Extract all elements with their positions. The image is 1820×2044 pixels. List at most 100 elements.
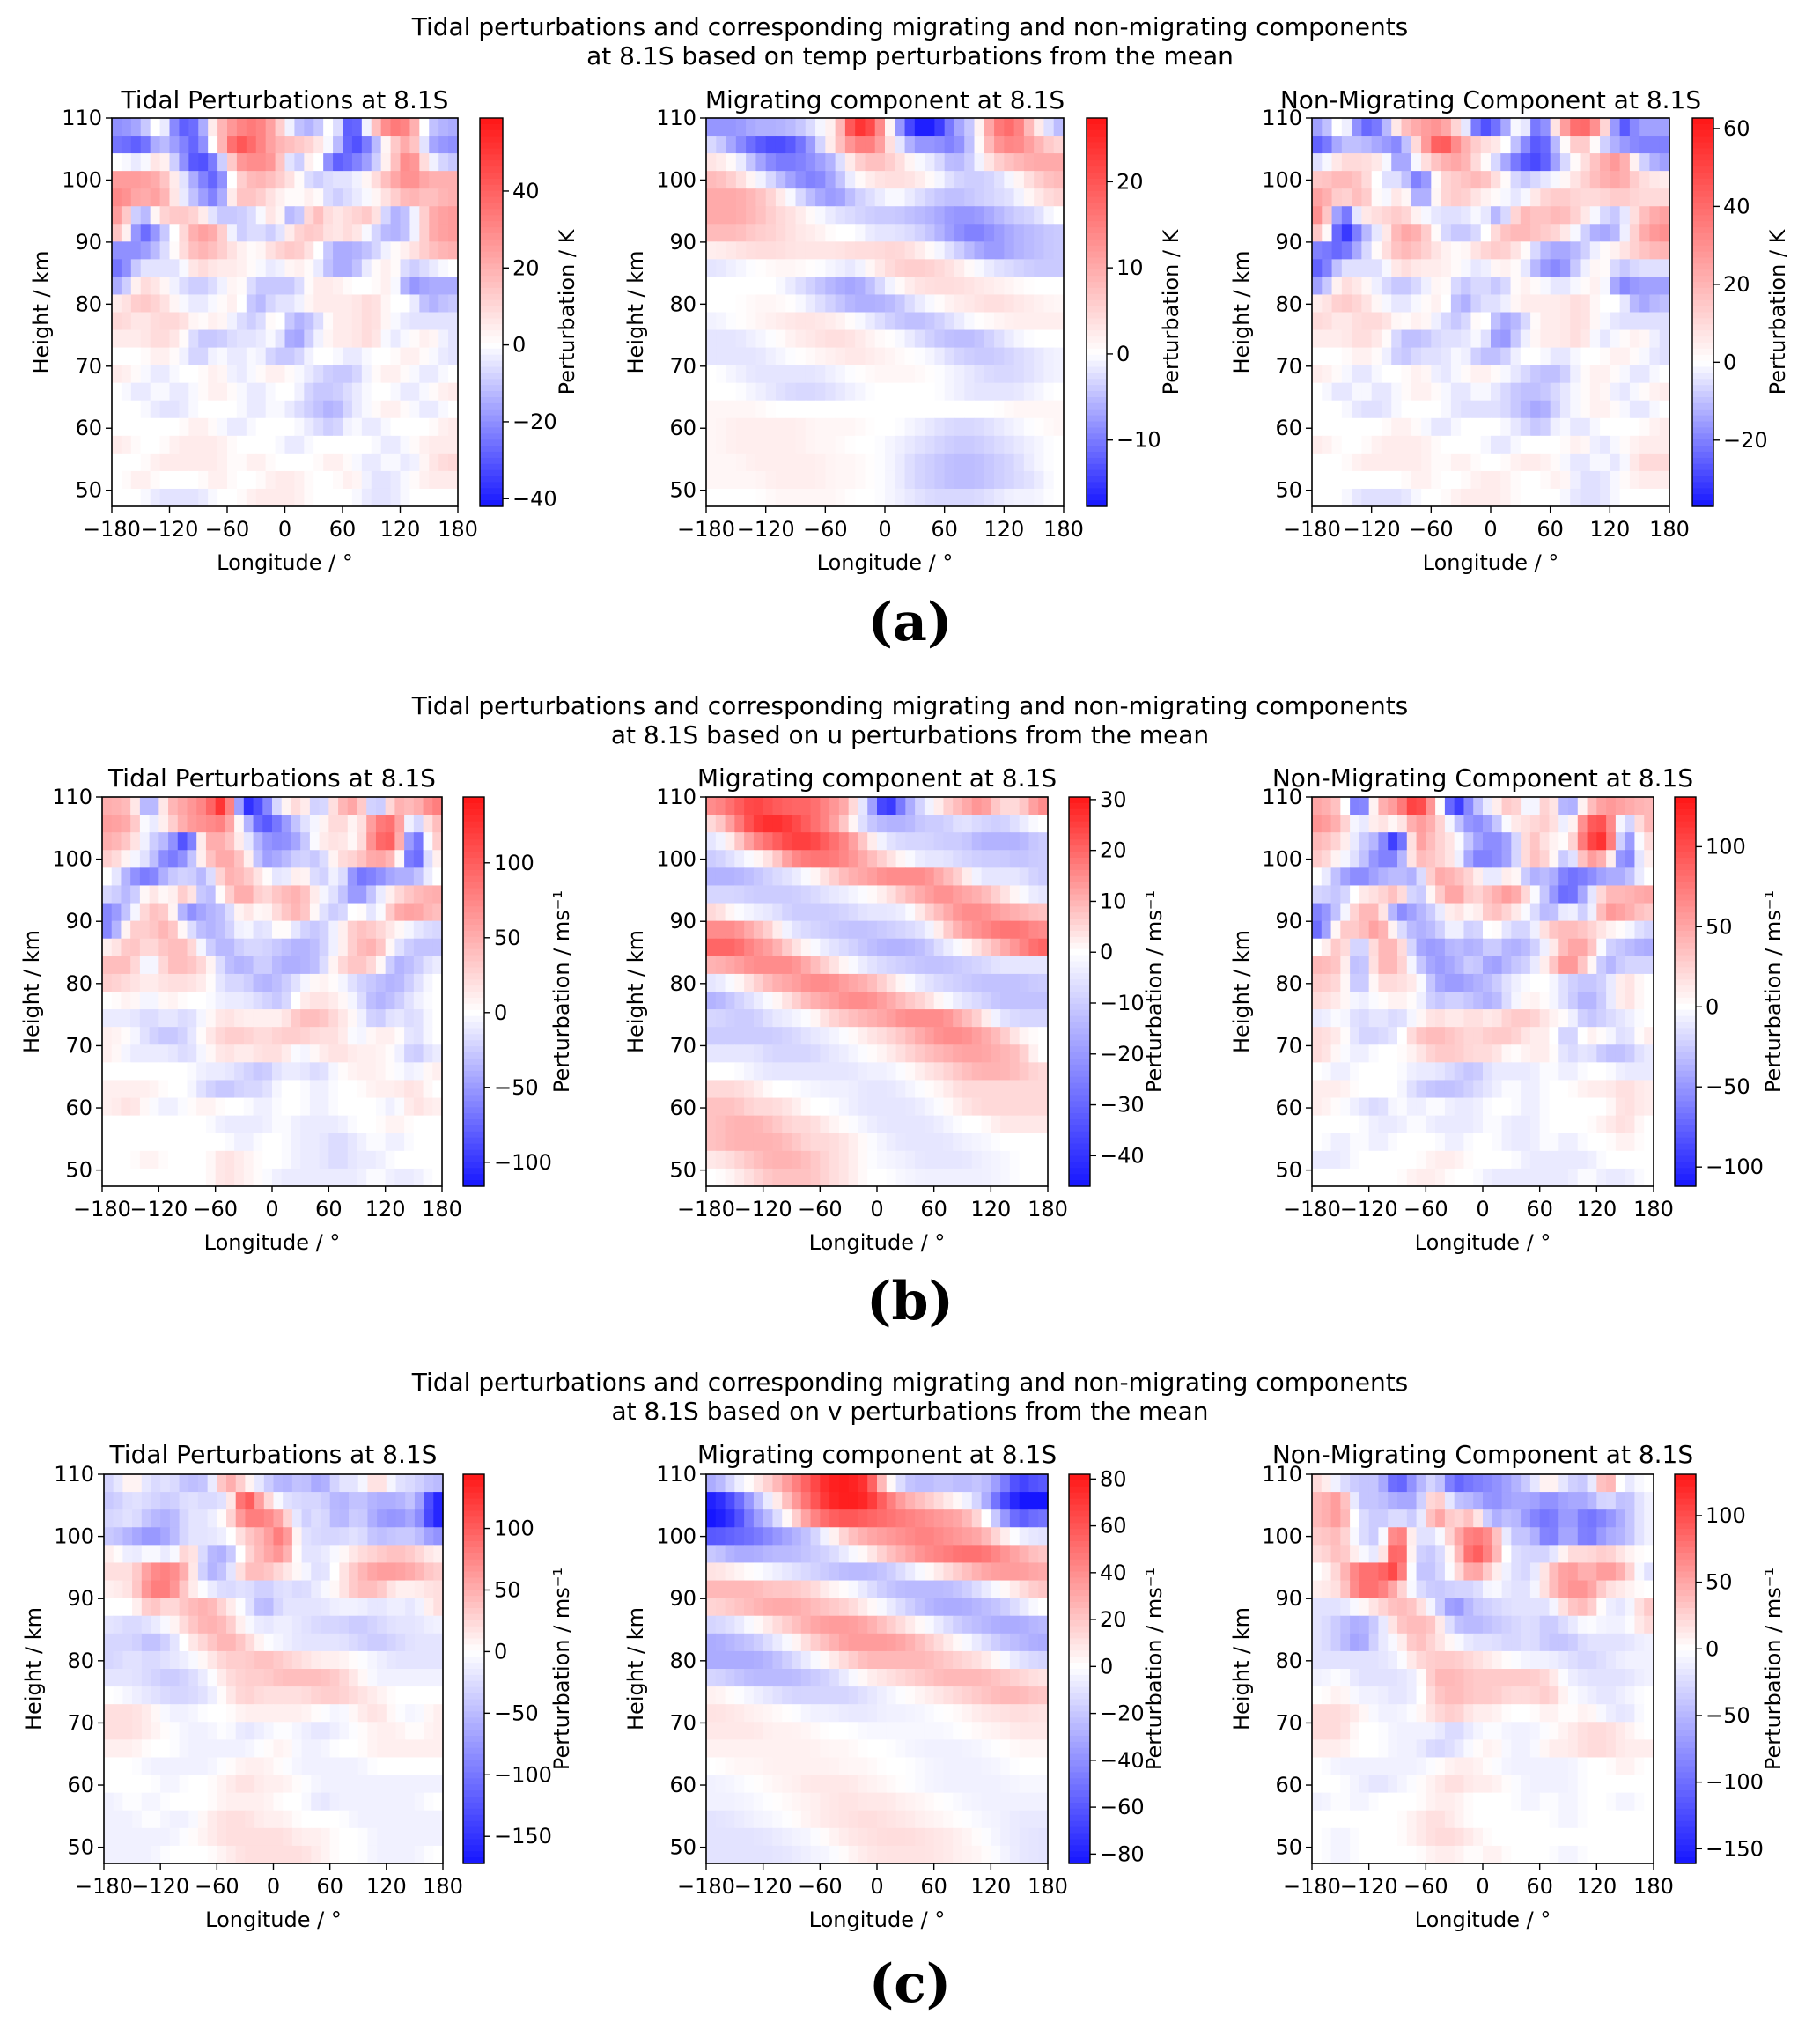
heatmap-cell [1463, 992, 1474, 1010]
heatmap-cell [313, 171, 324, 189]
heatmap-cell [785, 206, 797, 225]
colorbar-swatch [1069, 930, 1090, 938]
heatmap-cell [1615, 973, 1626, 992]
heatmap-cell [734, 797, 745, 815]
heatmap-cell [1411, 312, 1422, 331]
heatmap-cell [1322, 312, 1333, 331]
heatmap-cell [140, 488, 151, 507]
heatmap-cell [1570, 259, 1581, 278]
heatmap-cell [954, 259, 965, 278]
heatmap-cell [1473, 815, 1484, 833]
heatmap-cell [309, 1115, 321, 1134]
colorbar-swatch [1069, 912, 1090, 919]
heatmap-cell [1559, 118, 1571, 137]
heatmap-cell [313, 277, 324, 296]
heatmap-cell [924, 1150, 935, 1170]
heatmap-cell [284, 453, 296, 472]
heatmap-cell [1491, 435, 1501, 454]
heatmap-cell [323, 118, 334, 137]
heatmap-cell [933, 867, 945, 887]
heatmap-cell [1511, 885, 1522, 904]
heatmap-cell [361, 224, 372, 242]
heatmap-cell [177, 885, 188, 904]
heatmap-cell [1625, 920, 1636, 940]
heatmap-cell [943, 1027, 954, 1045]
heatmap-cell [139, 1009, 151, 1028]
colorbar-swatch [463, 821, 484, 829]
heatmap-cell [726, 435, 737, 454]
heatmap-cell [284, 171, 296, 189]
heatmap-cell [255, 241, 267, 260]
heatmap-cell [338, 992, 349, 1010]
heatmap-cell [111, 992, 122, 1010]
heatmap-cell [177, 1009, 188, 1028]
heatmap-cell [1406, 938, 1418, 957]
heatmap-cell [1371, 294, 1382, 314]
section-label-a: (a) [867, 592, 953, 653]
heatmap-cell [432, 815, 443, 833]
heatmap-cell [404, 1168, 415, 1187]
heatmap-cell [1625, 938, 1636, 957]
heatmap-cell [1009, 1080, 1021, 1099]
heatmap-cell [404, 973, 415, 992]
heatmap-cell [1644, 973, 1654, 992]
heatmap-cell [772, 1027, 783, 1045]
heatmap-cell [121, 1150, 131, 1170]
heatmap-cell [1340, 850, 1351, 868]
heatmap-cell [1371, 347, 1382, 366]
heatmap-cell [925, 312, 935, 331]
heatmap-cell [991, 920, 1001, 940]
heatmap-cell [1381, 312, 1392, 331]
heatmap-cell [706, 797, 717, 815]
heatmap-cell [215, 832, 225, 851]
heatmap-cell [409, 171, 420, 189]
heatmap-cell [371, 277, 382, 296]
heatmap-cell [432, 903, 443, 922]
colorbar-swatch [1069, 1119, 1090, 1126]
heatmap-cell [1019, 1168, 1030, 1187]
heatmap-cell [848, 850, 859, 868]
x-axis-label: Longitude / ° [817, 550, 954, 575]
heatmap-cell [855, 347, 866, 366]
heatmap-cell [964, 136, 976, 154]
heatmap-cell [208, 136, 218, 154]
heatmap-cell [300, 1062, 311, 1081]
heatmap-cell [1570, 224, 1581, 242]
heatmap-cell [772, 920, 783, 940]
heatmap-cell [304, 294, 314, 314]
heatmap-cell [825, 136, 836, 154]
heatmap-cell [1589, 118, 1601, 137]
heatmap-cell [1577, 832, 1588, 851]
colorbar-swatch [463, 961, 484, 968]
heatmap-cell [168, 1027, 179, 1045]
heatmap-cell [390, 294, 402, 314]
heatmap-cell [1483, 920, 1493, 940]
heatmap-cell [284, 153, 296, 172]
heatmap-cell [112, 417, 122, 437]
heatmap-cell [746, 153, 756, 172]
heatmap-cell [991, 1097, 1001, 1117]
heatmap-cell [785, 435, 797, 454]
heatmap-cell [874, 259, 886, 278]
heatmap-cell [1529, 920, 1541, 940]
heatmap-cell [121, 903, 131, 922]
heatmap-cell [755, 224, 767, 242]
colorbar-swatch [1087, 500, 1107, 507]
heatmap-cell [139, 1044, 151, 1063]
heatmap-cell [1023, 171, 1035, 189]
heatmap-cell [1312, 815, 1323, 833]
colorbar-tick-label: 0 [512, 333, 526, 358]
subplot-title: Non-Migrating Component at 8.1S [1280, 85, 1701, 114]
x-tick-label: 180 [1028, 1197, 1068, 1221]
heatmap-cell [706, 956, 717, 975]
heatmap-cell [227, 118, 238, 137]
heatmap-cell [394, 956, 405, 975]
heatmap-cell [1023, 365, 1035, 384]
heatmap-cell [838, 1027, 850, 1045]
heatmap-cell [829, 850, 840, 868]
heatmap-cell [343, 312, 353, 331]
colorbar-swatch [480, 402, 503, 410]
heatmap-cell [1444, 938, 1455, 957]
heatmap-cell [744, 1115, 755, 1134]
heatmap-cell [1580, 206, 1591, 225]
